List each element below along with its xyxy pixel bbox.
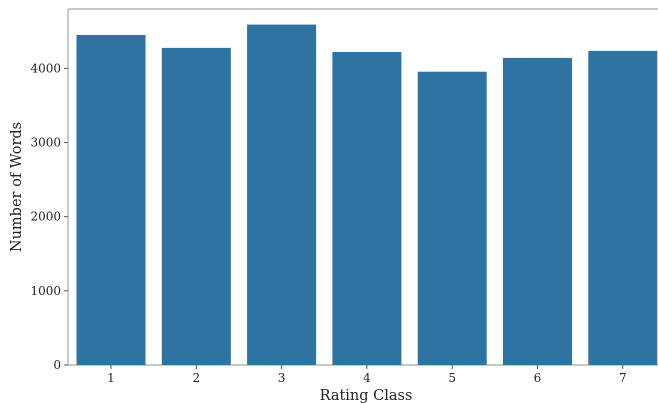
y-ticks-group: 0 1000 2000 3000 4000 (30, 61, 68, 372)
x-tick-label: 2 (192, 371, 200, 385)
bar-rating-5 (417, 71, 487, 365)
x-tick-label: 5 (448, 371, 456, 385)
bars-group (76, 24, 658, 366)
y-tick-label: 1000 (30, 284, 61, 298)
x-tick-label: 1 (107, 371, 115, 385)
bar-rating-1 (76, 35, 146, 365)
y-axis-label: Number of Words (9, 122, 25, 252)
bar-rating-2 (161, 47, 231, 366)
y-tick-label: 3000 (30, 136, 61, 150)
y-tick-label: 4000 (30, 61, 61, 75)
x-tick-label: 7 (619, 371, 627, 385)
bar-rating-6 (503, 57, 572, 366)
x-tick-label: 4 (363, 371, 371, 385)
y-tick-label: 0 (53, 358, 61, 372)
bar-rating-7 (588, 50, 658, 366)
x-axis-label: Rating Class (320, 388, 413, 403)
y-tick-label: 2000 (30, 210, 61, 224)
x-ticks-group: 1 2 3 4 5 6 7 (107, 365, 627, 385)
x-tick-label: 6 (534, 371, 542, 385)
bar-rating-4 (332, 52, 402, 365)
bar-rating-3 (247, 24, 317, 365)
x-tick-label: 3 (278, 371, 286, 385)
